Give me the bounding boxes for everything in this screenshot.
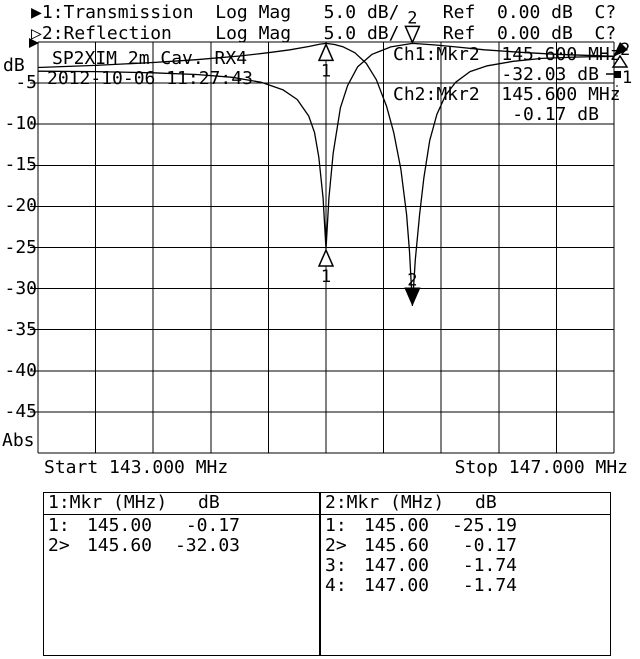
marker-number: 1:: [48, 515, 70, 536]
trace-reflection: [37, 42, 615, 250]
marker-table-ch2-title: 2:Mkr (MHz): [325, 492, 445, 513]
ch2-marker-readout-freq: Ch2:Mkr2 145.600 MHz: [393, 84, 621, 105]
y-tick-label: -40: [4, 359, 37, 381]
marker-number: 2>: [48, 535, 70, 556]
ch1-marker-readout-freq: Ch1:Mkr2 145.600 MHz: [393, 44, 621, 65]
svg-text:1: 1: [622, 68, 632, 88]
svg-text:2: 2: [407, 270, 417, 290]
marker-table-ch1-rows: 1: 145.00 -0.17 2> 145.60 -32.03: [44, 515, 319, 556]
marker-table-ch1-unit: dB: [198, 492, 220, 513]
marker-table-row: 1: 145.00 -25.19: [321, 516, 610, 536]
graticule: [30, 41, 615, 454]
header-line-ch2: ▷2:Reflection Log Mag 5.0 dB/ Ref 0.00 d…: [31, 23, 617, 44]
y-tick-label: -35: [4, 318, 37, 340]
y-tick-label: -20: [4, 195, 37, 217]
y-tick-label: -25: [4, 236, 37, 258]
marker-table-row: 4: 147.00 -1.74: [321, 576, 610, 596]
marker-freq: 145.60: [86, 535, 152, 556]
ch2-marker-readout-value: -0.17 dB: [393, 104, 599, 125]
trace-transmission: [37, 42, 615, 306]
marker-table-ch2-header: 2:Mkr (MHz) dB: [321, 493, 610, 515]
marker-number: 2>: [325, 535, 347, 556]
marker-symbol-ch1-mkr1: 1: [317, 42, 335, 81]
stop-freq-label: Stop 147.000 MHz: [454, 457, 628, 478]
marker-symbol-ch1-mkr2: 2: [404, 270, 421, 307]
marker-table-ch1: 1:Mkr (MHz) dB 1: 145.00 -0.17 2> 145.60 -32.0…: [43, 492, 320, 656]
marker-table-row: 3: 147.00 -1.74: [321, 556, 610, 576]
y-tick-label: -15: [4, 154, 37, 176]
marker-freq: 147.00: [363, 555, 429, 576]
svg-text:1: 1: [321, 267, 331, 287]
svg-text:2: 2: [620, 40, 630, 60]
y-axis-unit-label: dB: [3, 55, 25, 76]
y-tick-label: -10: [4, 113, 37, 135]
marker-value: -0.17: [462, 535, 517, 556]
marker-freq: 145.00: [363, 515, 429, 536]
marker-freq: 147.00: [363, 575, 429, 596]
marker-number: 4:: [325, 575, 347, 596]
marker-table-row: 1: 145.00 -0.17: [44, 516, 319, 536]
marker-value: -1.74: [462, 575, 517, 596]
trace-end-symbols: 21: [606, 40, 632, 98]
marker-value: -1.74: [462, 555, 517, 576]
marker-table-ch2-rows: 1: 145.00 -25.19 2> 145.60 -0.17 3: 147.00 -1.74…: [321, 515, 610, 596]
plot-title: SP2XIM 2m Cav. RX4: [52, 48, 248, 69]
marker-value: -25.19: [451, 515, 517, 536]
y-tick-label: -5: [15, 72, 37, 94]
header-line-ch1: ▶1:Transmission Log Mag 5.0 dB/ Ref 0.00…: [31, 2, 617, 23]
marker-number: 1:: [325, 515, 347, 536]
start-freq-label: Start 143.000 MHz: [44, 457, 229, 478]
y-tick-label: -30: [4, 277, 37, 299]
y-axis-mode-label: Abs: [2, 430, 35, 451]
marker-table-ch2-unit: dB: [475, 492, 497, 513]
svg-text:1: 1: [321, 61, 331, 81]
marker-table-ch1-header: 1:Mkr (MHz) dB: [44, 493, 319, 515]
plot-timestamp: 2012-10-06 11:27:43: [47, 68, 253, 89]
marker-value: -0.17: [185, 515, 240, 536]
marker-number: 3:: [325, 555, 347, 576]
marker-table-ch1-title: 1:Mkr (MHz): [48, 492, 168, 513]
marker-table-row: 2> 145.60 -32.03: [44, 536, 319, 556]
y-tick-label: -45: [4, 400, 37, 422]
marker-symbol-ch2-mkr2: 2: [404, 8, 421, 45]
svg-text:2: 2: [407, 8, 417, 28]
marker-table-ch2: 2:Mkr (MHz) dB 1: 145.00 -25.19 2> 145.60 -0.1…: [320, 492, 611, 656]
marker-table-row: 2> 145.60 -0.17: [321, 536, 610, 556]
marker-symbol-ch2-mkr1: 1: [317, 248, 335, 287]
marker-value: -32.03: [174, 535, 240, 556]
marker-freq: 145.60: [363, 535, 429, 556]
marker-freq: 145.00: [86, 515, 152, 536]
ch1-marker-readout-value: -32.03 dB: [393, 64, 599, 85]
ch1-ref-level-indicator: [29, 38, 39, 48]
